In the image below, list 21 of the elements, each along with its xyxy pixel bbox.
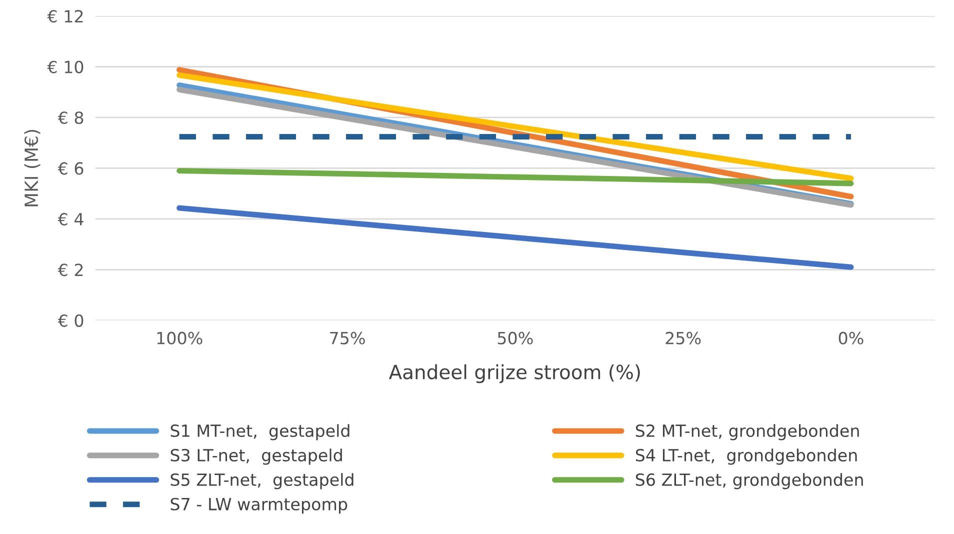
legend-label: S1 MT-net, gestapeld [170, 424, 350, 440]
y-tick-label: € 6 [58, 162, 84, 175]
y-tick-label: € 12 [47, 10, 83, 23]
x-tick-label: 25% [666, 332, 701, 344]
x-axis-title: Aandeel grijze stroom (%) [388, 364, 640, 384]
y-tick-label: € 0 [58, 314, 84, 327]
y-tick-label: € 10 [47, 60, 84, 74]
legend-label: S2 MT-net, grondgebonden [636, 424, 859, 440]
legend-label: S7 - LW warmtepomp [170, 498, 348, 514]
y-axis-title: MKI (M€) [24, 130, 40, 206]
legend-label: S6 ZLT-net, grondgebonden [636, 473, 863, 490]
legend-label: S4 LT-net, grondgebonden [636, 448, 857, 465]
legend-label: S5 ZLT-net, gestapeld [170, 473, 354, 490]
y-tick-label: € 8 [58, 111, 84, 124]
y-tick-label: € 2 [58, 264, 83, 276]
x-tick-label: 50% [498, 332, 533, 344]
x-tick-label: 100% [157, 332, 202, 344]
y-tick-label: € 4 [58, 212, 84, 226]
x-tick-label: 75% [330, 332, 365, 344]
x-tick-label: 0% [838, 332, 864, 344]
legend-label: S3 LT-net, gestapeld [170, 448, 342, 465]
